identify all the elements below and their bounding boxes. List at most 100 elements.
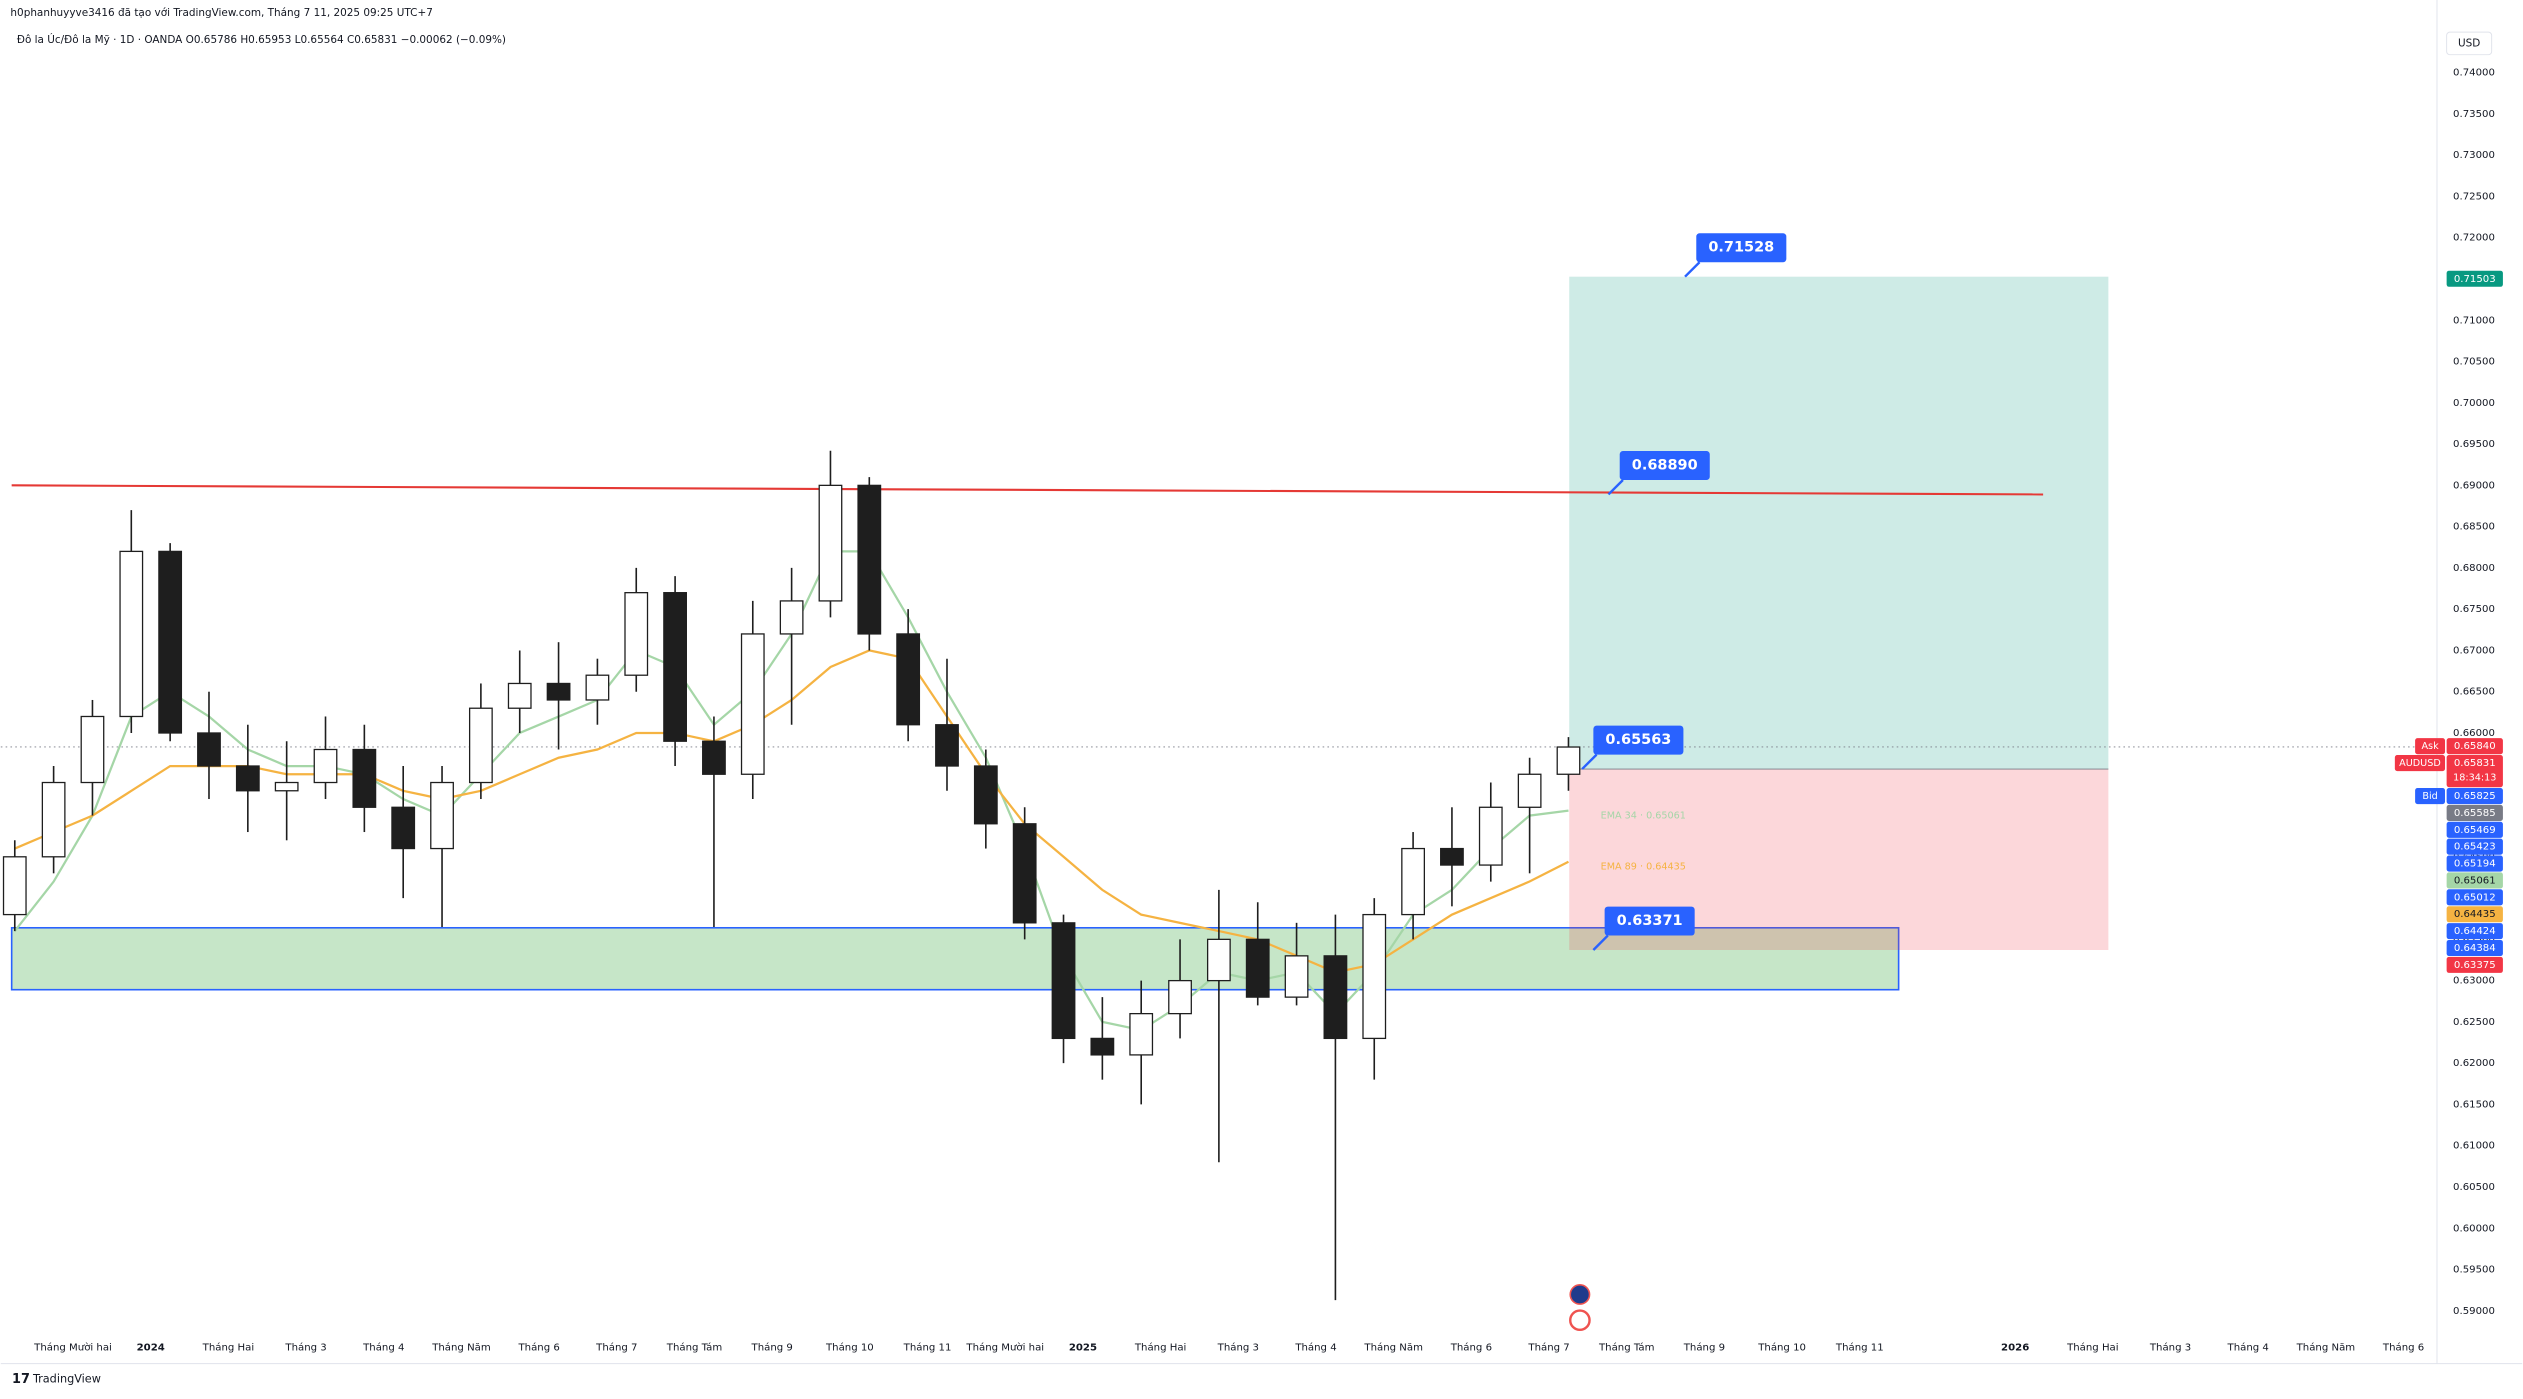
candle-body xyxy=(585,674,610,701)
y-tick-label: 0.63500 xyxy=(2453,934,2495,945)
x-tick-label: Tháng Năm xyxy=(1363,1342,1423,1354)
y-tick-label: 0.59500 xyxy=(2453,1265,2495,1276)
price-tag xyxy=(2446,788,2503,805)
candle-body xyxy=(702,740,726,775)
price-tag xyxy=(2446,821,2503,838)
symbol-line: Đô la Úc/Đô la Mỹ · 1D · OANDA O0.65786 … xyxy=(17,33,506,46)
y-tick-label: 0.60000 xyxy=(2453,1223,2495,1234)
candle-body xyxy=(1556,746,1581,775)
y-tick-label: 0.73000 xyxy=(2453,150,2495,161)
x-tick-label: Tháng 6 xyxy=(1450,1342,1492,1354)
y-tick-label: 0.74000 xyxy=(2453,68,2495,79)
candle-body xyxy=(158,550,183,734)
price-tag-side-label: Ask xyxy=(2421,741,2439,752)
x-tick-label: Tháng 4 xyxy=(2227,1342,2269,1354)
x-tick-label: 2024 xyxy=(137,1343,165,1354)
candle-body xyxy=(352,748,377,808)
price-tag-label: 0.64424 xyxy=(2454,926,2496,937)
price-tag-label: 0.65831 xyxy=(2454,758,2496,769)
candle-body xyxy=(1478,806,1503,866)
price-tag xyxy=(2446,270,2503,287)
candle-body xyxy=(1012,823,1037,924)
candle-body xyxy=(313,748,338,784)
x-tick-label: Tháng 9 xyxy=(751,1342,793,1354)
x-tick-label: Tháng 3 xyxy=(284,1342,326,1354)
price-tag-label: 0.65194 xyxy=(2454,859,2496,870)
price-tag xyxy=(2446,872,2503,889)
creator: h0phanhuyyve3416 đã tạo với TradingView.… xyxy=(10,7,432,19)
candle-body xyxy=(1401,847,1425,916)
candle-body xyxy=(896,633,921,726)
callout-pointer xyxy=(1607,479,1624,496)
y-tick-label: 0.68000 xyxy=(2453,563,2495,574)
candle-body xyxy=(1440,847,1464,866)
callout-label: 0.65563 xyxy=(1605,732,1671,748)
callout-pointer xyxy=(1592,934,1609,951)
logo-mark: 𝟭𝟳 xyxy=(12,1372,30,1387)
price-tag xyxy=(2446,855,2503,872)
y-tick-label: 0.62500 xyxy=(2453,1017,2495,1028)
price-tag-label: 0.65825 xyxy=(2454,791,2496,802)
candle-body xyxy=(818,484,843,602)
price-tag-label: 0.65585 xyxy=(2454,808,2496,819)
x-tick-label: Tháng Tám xyxy=(666,1342,722,1354)
callout-pointer xyxy=(1581,753,1598,770)
currency-button[interactable] xyxy=(2446,31,2493,56)
price-tag-side-label: Bid xyxy=(2422,791,2437,802)
ema-label: EMA 34 · 0.65061 xyxy=(1601,810,1686,821)
x-tick-label: Tháng 4 xyxy=(1294,1342,1336,1354)
price-tag-side xyxy=(2415,738,2446,755)
candle-body xyxy=(468,707,493,784)
price-tag-countdown: 18:34:13 xyxy=(2453,773,2496,784)
candle-body xyxy=(973,765,998,825)
x-tick-label: Tháng 3 xyxy=(1217,1342,1259,1354)
level-line xyxy=(11,484,2044,496)
currency[interactable]: USD xyxy=(2458,37,2480,49)
candle-body xyxy=(391,806,416,850)
price-tag xyxy=(2446,889,2503,906)
candle-body xyxy=(857,484,882,635)
price-tag-label: 0.64384 xyxy=(2454,943,2496,954)
price-tag-label: 0.71503 xyxy=(2454,274,2496,285)
candle-body xyxy=(935,724,959,767)
x-tick-label: Tháng 6 xyxy=(517,1342,559,1354)
y-tick-label: 0.71000 xyxy=(2453,315,2495,326)
candle-body xyxy=(197,732,221,767)
x-tick-label: Tháng 10 xyxy=(1757,1342,1806,1354)
candle-body xyxy=(1168,979,1192,1015)
x-tick-label: 2026 xyxy=(2001,1343,2029,1354)
callout-box xyxy=(1604,906,1695,936)
candle-body xyxy=(235,765,260,792)
candle-body xyxy=(1206,938,1231,982)
price-tag-side xyxy=(2394,755,2446,772)
x-tick-label: Tháng 7 xyxy=(1527,1342,1569,1354)
candle-body xyxy=(2,856,27,916)
candle-body xyxy=(624,592,649,676)
candle-body xyxy=(740,633,765,775)
price-tag-label: 0.65469 xyxy=(2454,825,2496,836)
callout-label: 0.68890 xyxy=(1632,457,1698,473)
candle-body xyxy=(1362,913,1387,1040)
candle-body xyxy=(1051,922,1076,1040)
callout-label: 0.63371 xyxy=(1617,913,1683,929)
event-icon[interactable] xyxy=(1569,1284,1591,1305)
y-tick-label: 0.60500 xyxy=(2453,1182,2495,1193)
x-tick-label: 2025 xyxy=(1069,1343,1097,1354)
candle-body xyxy=(1284,955,1309,998)
callout-label: 0.71528 xyxy=(1708,240,1774,256)
price-tag xyxy=(2446,923,2503,940)
x-tick-label: Tháng 11 xyxy=(903,1342,952,1354)
event-icon[interactable] xyxy=(1569,1309,1591,1332)
callout-pointer xyxy=(1684,261,1701,278)
y-tick-label: 0.61000 xyxy=(2453,1141,2495,1152)
y-tick-label: 0.70500 xyxy=(2453,357,2495,368)
price-tag-label: 0.63375 xyxy=(2454,960,2496,971)
x-tick-label: Tháng 11 xyxy=(1835,1342,1884,1354)
candle-body xyxy=(779,600,804,635)
y-tick-label: 0.66500 xyxy=(2453,687,2495,698)
price-tag-side xyxy=(2415,788,2446,805)
price-tag-label: 0.65840 xyxy=(2454,741,2496,752)
x-tick-label: Tháng Mười hai xyxy=(33,1342,112,1354)
callout-box xyxy=(1619,451,1710,480)
